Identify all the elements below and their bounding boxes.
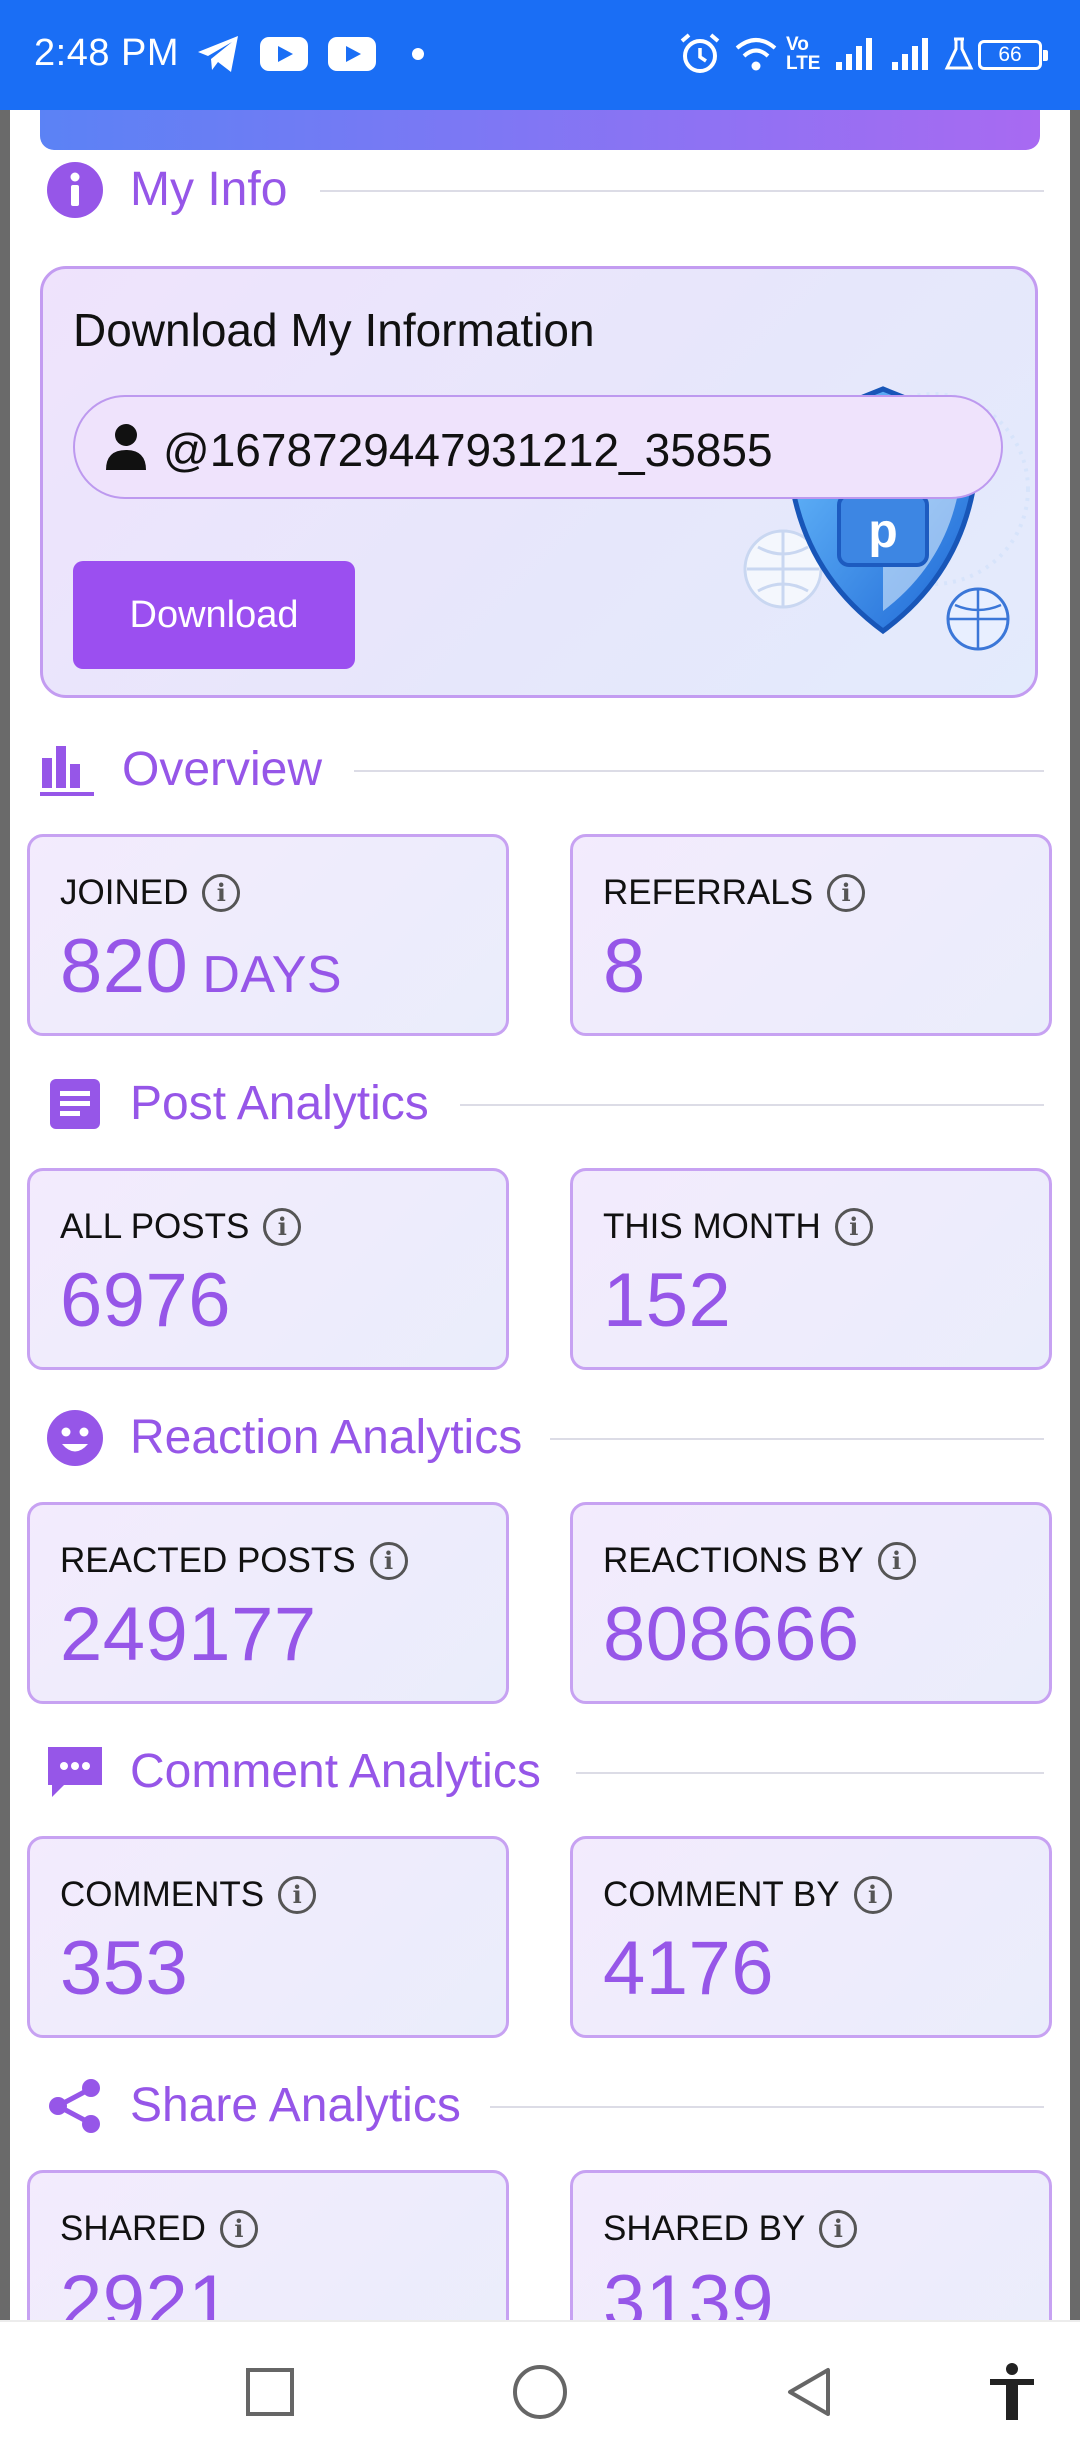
back-button[interactable] bbox=[770, 2352, 850, 2432]
stat-label: REACTIONS BY bbox=[603, 1541, 864, 1580]
info-tooltip-icon[interactable]: i bbox=[202, 874, 241, 912]
comment-icon bbox=[46, 1743, 104, 1801]
divider bbox=[354, 770, 1044, 772]
info-tooltip-icon[interactable]: i bbox=[853, 1876, 892, 1914]
stat-label: REACTED POSTS bbox=[60, 1541, 356, 1580]
info-tooltip-icon[interactable]: i bbox=[278, 1876, 317, 1914]
stat-label: JOINED bbox=[60, 873, 189, 912]
status-bar: 2:48 PM Vo LTE 66 bbox=[0, 0, 1080, 110]
info-tooltip-icon[interactable]: i bbox=[263, 1208, 302, 1246]
section-header-overview: Overview bbox=[10, 730, 1070, 810]
section-header-reaction-analytics: Reaction Analytics bbox=[10, 1398, 1070, 1478]
navigation-bar bbox=[0, 2320, 1080, 2460]
alarm-icon bbox=[678, 30, 722, 78]
divider bbox=[320, 190, 1044, 192]
username-field: @1678729447931212_35855 bbox=[73, 395, 1003, 499]
youtube-icon bbox=[260, 30, 308, 78]
stat-card-referrals: REFERRALS i 8 bbox=[570, 834, 1052, 1036]
section-header-my-info: My Info bbox=[10, 150, 1070, 230]
top-banner bbox=[40, 110, 1040, 150]
section-title: Post Analytics bbox=[130, 1077, 429, 1130]
stat-card-this-month: THIS MONTH i 152 bbox=[570, 1168, 1052, 1370]
telegram-icon bbox=[196, 30, 242, 78]
info-tooltip-icon[interactable]: i bbox=[819, 2210, 858, 2248]
person-icon bbox=[105, 423, 147, 476]
info-circle-icon bbox=[46, 161, 104, 219]
svg-text:p: p bbox=[868, 505, 897, 558]
stat-value: 4176 bbox=[603, 1926, 775, 2011]
stat-card-reactions-by: REACTIONS BY i 808666 bbox=[570, 1502, 1052, 1704]
stat-value: 3139 bbox=[603, 2260, 775, 2320]
battery-icon: 66 bbox=[978, 40, 1048, 70]
section-title: Overview bbox=[122, 743, 323, 796]
divider bbox=[576, 1772, 1044, 1774]
analytics-page[interactable]: My Info Download My Information p bbox=[10, 110, 1070, 2320]
section-title: Reaction Analytics bbox=[130, 1411, 523, 1464]
download-button[interactable]: Download bbox=[73, 561, 355, 669]
stat-value: 353 bbox=[60, 1926, 189, 2011]
download-info-card: Download My Information p @167872 bbox=[40, 266, 1038, 698]
stat-value: 8 bbox=[603, 924, 646, 1009]
section-header-post-analytics: Post Analytics bbox=[10, 1064, 1070, 1144]
stat-label: COMMENT BY bbox=[603, 1875, 840, 1914]
frame-edge-right bbox=[1070, 110, 1080, 2320]
stat-card-shared: SHARED i 2921 bbox=[27, 2170, 509, 2320]
username-value: @1678729447931212_35855 bbox=[163, 424, 773, 476]
signal-icon bbox=[834, 30, 880, 78]
accessibility-icon[interactable] bbox=[972, 2352, 1052, 2432]
section-header-comment-analytics: Comment Analytics bbox=[10, 1732, 1070, 1812]
divider bbox=[460, 1104, 1044, 1106]
wifi-icon bbox=[734, 30, 778, 78]
status-time: 2:48 PM bbox=[34, 32, 180, 74]
stat-card-reacted-posts: REACTED POSTS i 249177 bbox=[27, 1502, 509, 1704]
stat-card-all-posts: ALL POSTS i 6976 bbox=[27, 1168, 509, 1370]
signal-icon bbox=[890, 30, 936, 78]
smiley-icon bbox=[46, 1409, 104, 1467]
youtube-icon bbox=[328, 30, 376, 78]
stat-label: ALL POSTS bbox=[60, 1207, 250, 1246]
stat-value: 249177 bbox=[60, 1592, 317, 1677]
volte-indicator: Vo LTE bbox=[786, 30, 822, 78]
info-tooltip-icon[interactable]: i bbox=[877, 1542, 916, 1580]
info-tooltip-icon[interactable]: i bbox=[369, 1542, 408, 1580]
stat-label: THIS MONTH bbox=[603, 1207, 821, 1246]
frame-edge-left bbox=[0, 110, 10, 2320]
divider bbox=[490, 2106, 1044, 2108]
info-tooltip-icon[interactable]: i bbox=[834, 1208, 873, 1246]
card-title: Download My Information bbox=[73, 304, 595, 356]
stat-card-comment-by: COMMENT BY i 4176 bbox=[570, 1836, 1052, 2038]
stat-value: 152 bbox=[603, 1258, 732, 1343]
section-title: My Info bbox=[130, 163, 288, 216]
section-title: Share Analytics bbox=[130, 2079, 461, 2132]
section-title: Comment Analytics bbox=[130, 1745, 541, 1798]
flask-icon bbox=[944, 30, 974, 78]
stat-label: COMMENTS bbox=[60, 1875, 265, 1914]
dot-icon bbox=[412, 30, 424, 78]
network-text: Vo LTE bbox=[786, 34, 821, 74]
stat-card-joined: JOINED i 820 DAYS bbox=[27, 834, 509, 1036]
stat-card-shared-by: SHARED BY i 3139 bbox=[570, 2170, 1052, 2320]
stat-card-comments: COMMENTS i 353 bbox=[27, 1836, 509, 2038]
stat-label: SHARED BY bbox=[603, 2209, 806, 2248]
bar-chart-icon bbox=[38, 740, 96, 798]
stat-label: REFERRALS bbox=[603, 873, 814, 912]
stat-value: 6976 bbox=[60, 1258, 232, 1343]
stat-value: 808666 bbox=[603, 1592, 860, 1677]
info-tooltip-icon[interactable]: i bbox=[827, 874, 866, 912]
document-icon bbox=[46, 1075, 104, 1133]
stat-value: 820 bbox=[60, 924, 189, 1009]
share-icon bbox=[46, 2077, 104, 2135]
stat-label: SHARED bbox=[60, 2209, 206, 2248]
stat-value: 2921 bbox=[60, 2260, 232, 2320]
recents-button[interactable] bbox=[230, 2352, 310, 2432]
section-header-share-analytics: Share Analytics bbox=[10, 2066, 1070, 2146]
divider bbox=[550, 1438, 1044, 1440]
home-button[interactable] bbox=[500, 2352, 580, 2432]
stat-unit: DAYS bbox=[202, 946, 343, 1004]
info-tooltip-icon[interactable]: i bbox=[219, 2210, 258, 2248]
